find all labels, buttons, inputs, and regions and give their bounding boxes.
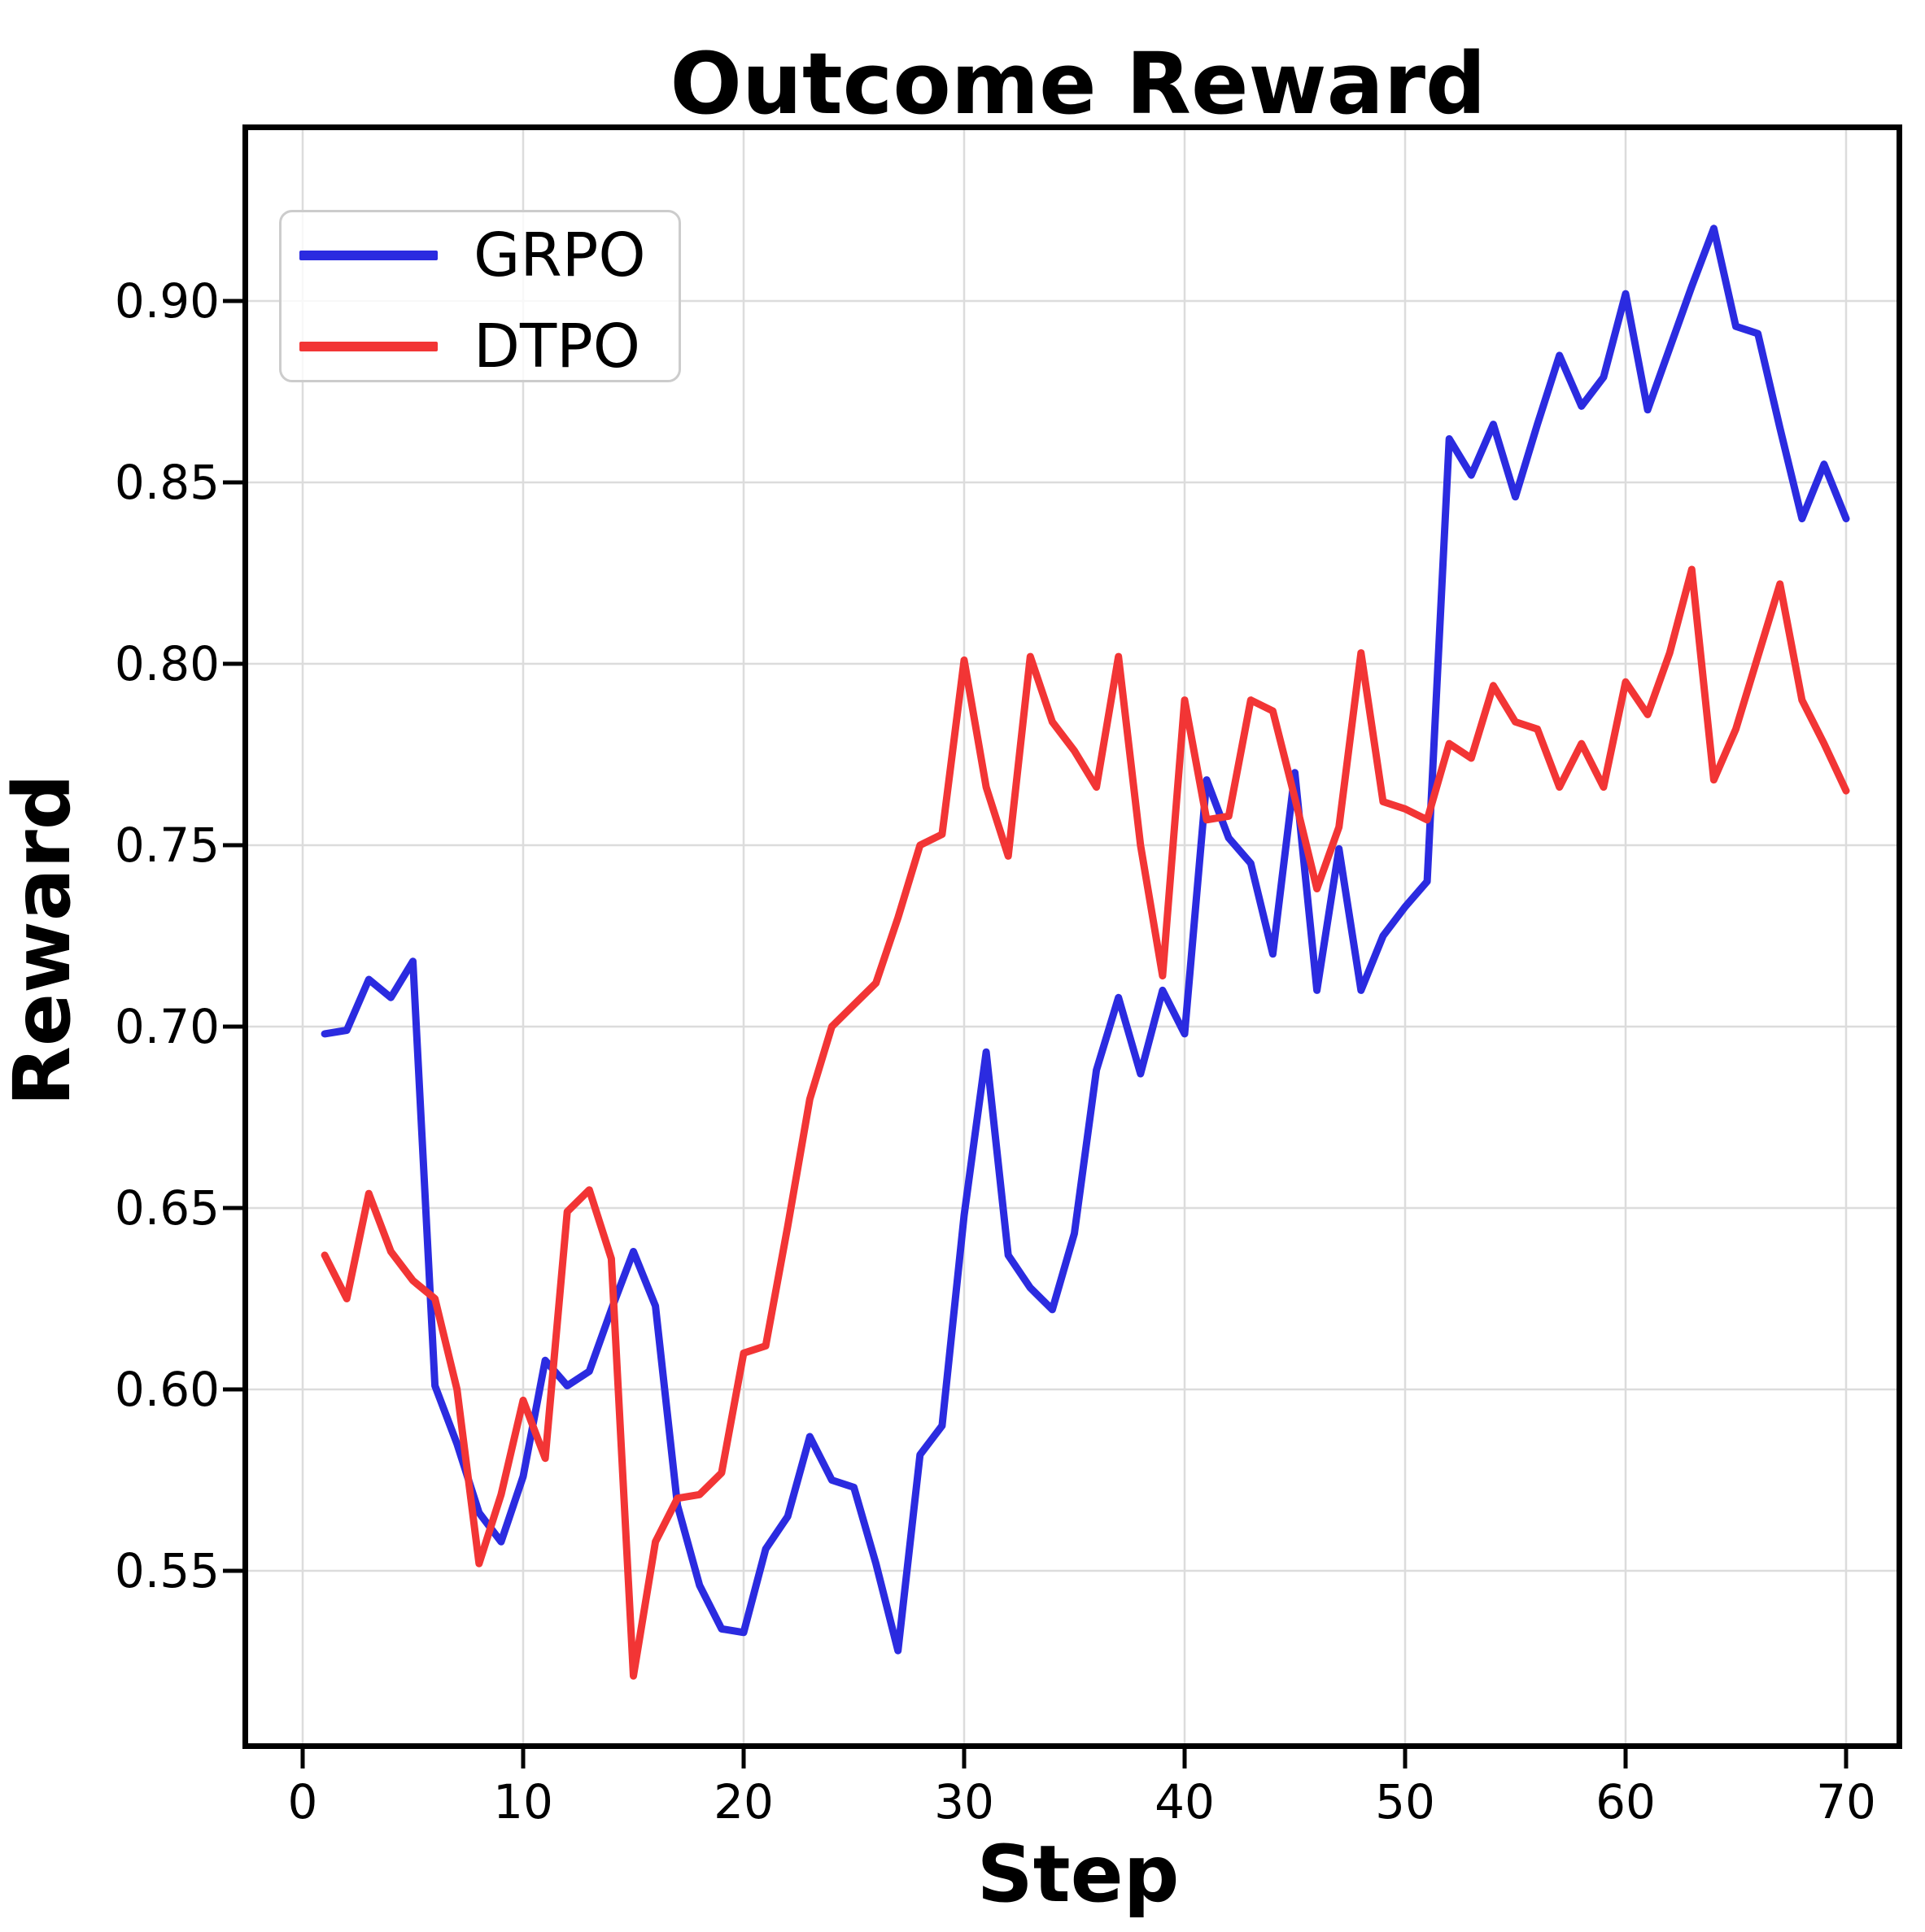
x-axis-label: Step [976,1829,1180,1920]
xtick-label-0: 0 [287,1774,318,1830]
dtpo-line-swatch [299,342,438,351]
axis-ticks [223,299,1849,1768]
xtick-label-20: 20 [714,1774,774,1830]
grpo-line-swatch [299,251,438,260]
legend-item-grpo: GRPO [282,225,679,286]
gridlines [242,124,1901,1749]
legend-label-grpo: GRPO [474,220,646,290]
ytick-label-0.60: 0.60 [114,1362,220,1417]
legend-label-dtpo: DTPO [474,312,641,382]
grpo-line [321,225,1850,1655]
ytick-label-0.65: 0.65 [114,1180,220,1236]
ytick-label-0.75: 0.75 [114,818,220,873]
legend: GRPO DTPO [279,210,681,382]
xtick-label-50: 50 [1375,1774,1435,1830]
plot-border [242,124,1902,1749]
xtick-label-40: 40 [1155,1774,1215,1830]
ytick-label-0.55: 0.55 [114,1543,220,1598]
xtick-label-70: 70 [1816,1774,1876,1830]
ytick-label-0.70: 0.70 [114,999,220,1054]
data-series [321,225,1850,1680]
xtick-label-30: 30 [934,1774,994,1830]
ytick-label-0.85: 0.85 [114,455,220,510]
dtpo-line [321,565,1850,1680]
chart-title: Outcome Reward [670,34,1486,133]
xtick-label-60: 60 [1595,1774,1656,1830]
legend-item-dtpo: DTPO [282,316,679,377]
ytick-label-0.80: 0.80 [114,636,220,691]
xtick-label-10: 10 [493,1774,553,1830]
ytick-label-0.90: 0.90 [114,273,220,329]
